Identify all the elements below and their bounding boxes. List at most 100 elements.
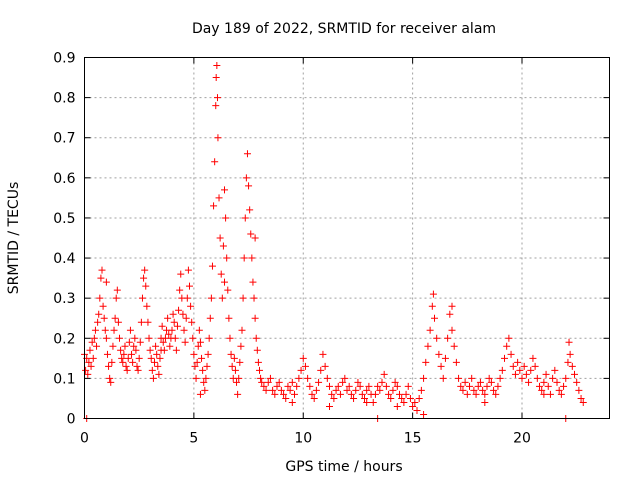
data-point bbox=[507, 350, 515, 358]
data-point bbox=[455, 374, 463, 382]
data-point bbox=[205, 334, 213, 342]
data-point bbox=[242, 174, 250, 182]
data-point bbox=[221, 278, 228, 286]
data-point bbox=[382, 382, 390, 390]
data-point bbox=[144, 318, 152, 326]
data-points bbox=[81, 62, 587, 422]
y-tick-label: 0.1 bbox=[53, 371, 75, 387]
data-point bbox=[275, 378, 283, 386]
data-point bbox=[105, 362, 113, 370]
data-point bbox=[221, 186, 228, 194]
data-point bbox=[422, 358, 430, 366]
data-point bbox=[463, 390, 471, 398]
data-point bbox=[128, 350, 136, 358]
data-point bbox=[121, 342, 129, 350]
data-point bbox=[135, 354, 143, 362]
data-point bbox=[192, 374, 200, 382]
data-point bbox=[138, 294, 146, 302]
data-point bbox=[169, 310, 177, 318]
data-point bbox=[446, 310, 454, 318]
data-point bbox=[125, 338, 133, 346]
data-point bbox=[304, 374, 312, 382]
y-axis-label: SRMTID / TECUs bbox=[6, 182, 22, 295]
data-point bbox=[411, 398, 419, 406]
data-point bbox=[461, 378, 469, 386]
data-point bbox=[245, 182, 253, 190]
data-point bbox=[564, 358, 572, 366]
data-point bbox=[474, 382, 482, 390]
data-point bbox=[334, 382, 342, 390]
data-point bbox=[551, 366, 559, 374]
data-point bbox=[173, 322, 181, 330]
data-point bbox=[481, 390, 489, 398]
data-point bbox=[439, 374, 447, 382]
data-point bbox=[131, 334, 139, 342]
data-point bbox=[409, 402, 417, 410]
data-point bbox=[393, 382, 401, 390]
data-point bbox=[518, 374, 526, 382]
y-tick-label: 0.6 bbox=[53, 171, 75, 187]
data-point bbox=[437, 362, 445, 370]
data-point bbox=[231, 366, 239, 374]
data-point bbox=[137, 318, 145, 326]
data-point bbox=[424, 342, 432, 350]
data-point bbox=[129, 358, 137, 366]
x-tick-label: 5 bbox=[189, 431, 198, 447]
data-point bbox=[88, 338, 96, 346]
data-point bbox=[398, 394, 406, 402]
data-point bbox=[243, 150, 251, 158]
y-tick-label: 0.4 bbox=[53, 251, 75, 267]
data-point bbox=[396, 390, 403, 398]
data-point bbox=[363, 386, 371, 394]
data-point bbox=[579, 398, 587, 406]
data-point bbox=[374, 382, 382, 390]
data-point bbox=[332, 386, 340, 394]
data-point bbox=[487, 378, 495, 386]
x-tick-label: 15 bbox=[404, 431, 422, 447]
data-point bbox=[354, 378, 362, 386]
y-tick-label: 0.8 bbox=[53, 91, 75, 107]
data-point bbox=[172, 346, 180, 354]
data-point bbox=[154, 362, 162, 370]
data-point bbox=[168, 326, 176, 334]
data-point bbox=[546, 390, 554, 398]
data-point bbox=[234, 390, 242, 398]
data-point bbox=[182, 314, 190, 322]
data-point bbox=[222, 214, 230, 222]
data-point bbox=[295, 374, 303, 382]
data-point bbox=[387, 394, 395, 402]
data-point bbox=[352, 386, 360, 394]
data-point bbox=[191, 362, 199, 370]
data-point bbox=[264, 378, 272, 386]
data-point bbox=[527, 366, 535, 374]
data-point bbox=[415, 394, 423, 402]
data-point bbox=[238, 326, 246, 334]
data-point bbox=[297, 366, 305, 374]
data-point bbox=[170, 318, 178, 326]
data-point bbox=[101, 326, 109, 334]
data-point bbox=[90, 334, 98, 342]
data-point bbox=[102, 334, 110, 342]
data-point bbox=[503, 342, 511, 350]
y-tick-label: 0.3 bbox=[53, 291, 75, 307]
data-point bbox=[472, 390, 480, 398]
data-point bbox=[189, 334, 197, 342]
data-point bbox=[218, 294, 226, 302]
data-point bbox=[575, 386, 583, 394]
data-point bbox=[227, 350, 235, 358]
data-point bbox=[531, 362, 539, 370]
data-point bbox=[236, 358, 244, 366]
data-point bbox=[369, 398, 377, 406]
data-point bbox=[468, 374, 476, 382]
data-point bbox=[485, 374, 493, 382]
data-point bbox=[217, 270, 225, 278]
data-point bbox=[555, 386, 563, 394]
data-point bbox=[361, 394, 368, 402]
grid-lines bbox=[84, 57, 610, 419]
data-point bbox=[420, 374, 428, 382]
data-point bbox=[448, 302, 456, 310]
data-point bbox=[282, 394, 290, 402]
data-point bbox=[284, 382, 292, 390]
data-point bbox=[328, 390, 336, 398]
data-point bbox=[441, 354, 449, 362]
